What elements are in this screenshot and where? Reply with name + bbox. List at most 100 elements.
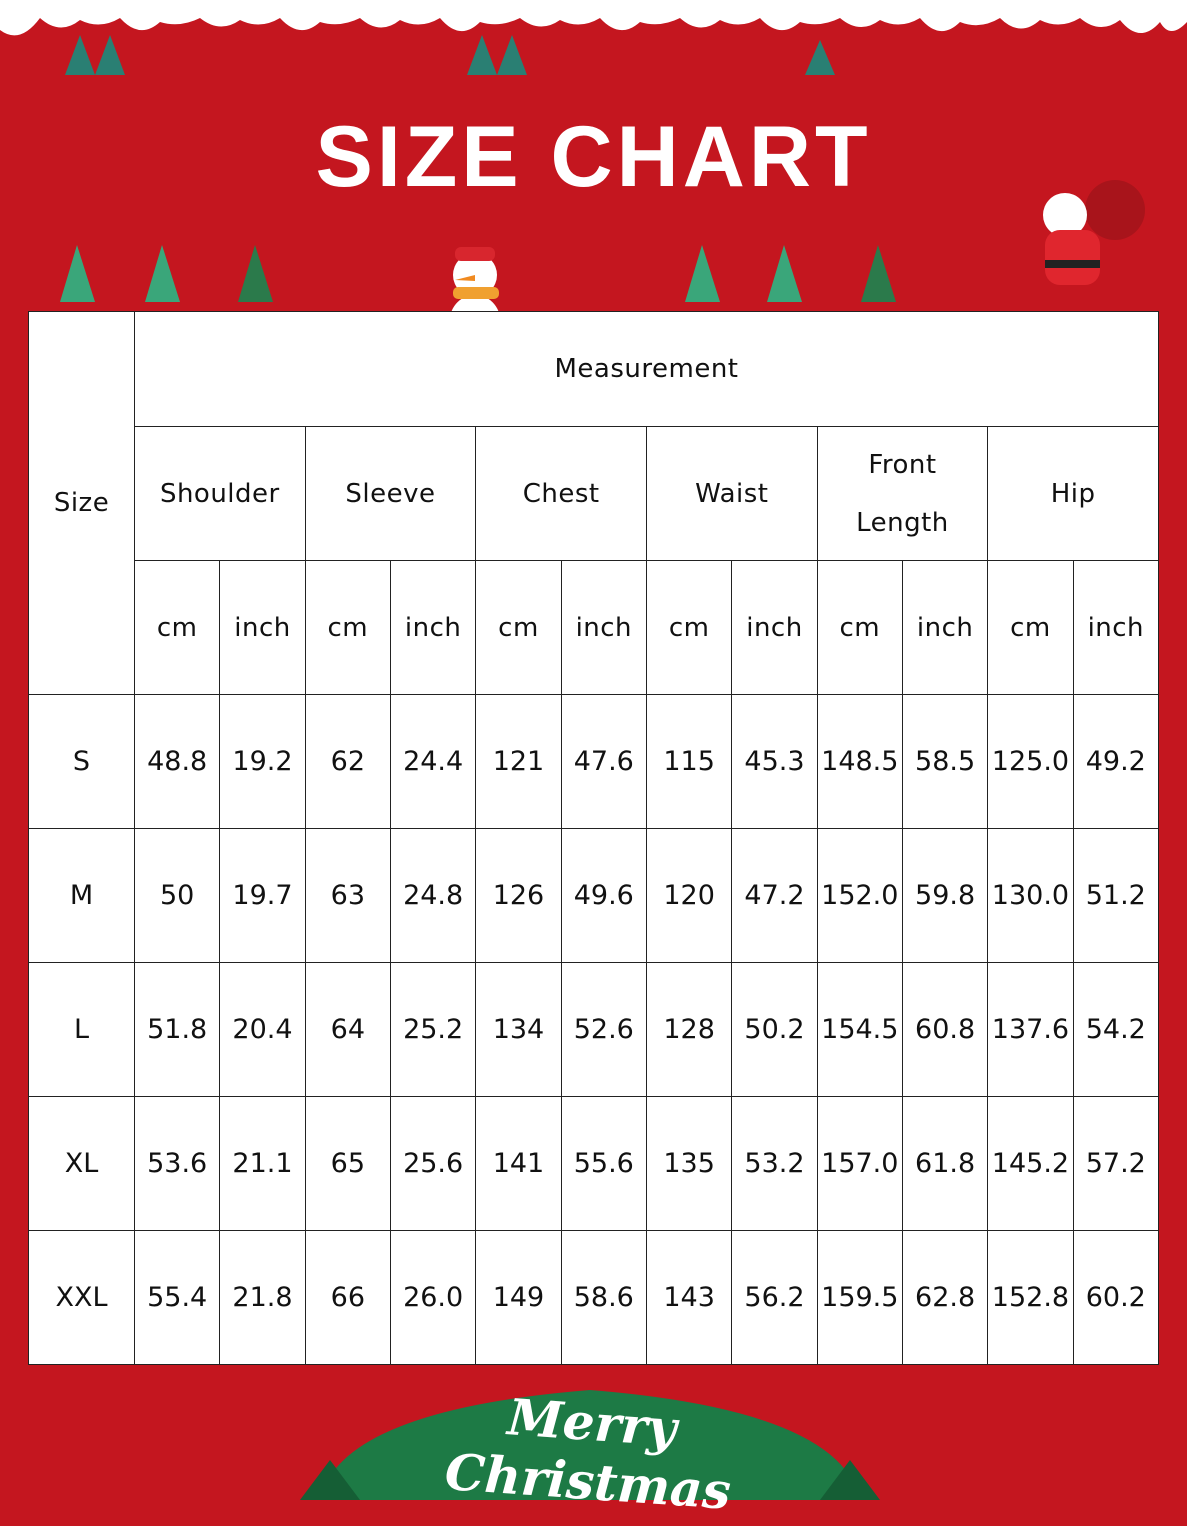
value-cell: 45.3 <box>731 694 818 829</box>
value-cell: 56.2 <box>731 1230 818 1365</box>
value-cell: 52.6 <box>560 962 647 1097</box>
page-title: SIZE CHART <box>315 109 872 205</box>
value-cell: 50 <box>133 828 221 963</box>
value-cell: 21.1 <box>219 1096 306 1231</box>
trees-icon <box>65 35 125 75</box>
tree-icon <box>805 40 835 75</box>
value-cell: 59.8 <box>901 828 989 963</box>
value-cell: 24.4 <box>389 694 477 829</box>
table-row: M 50 19.7 63 24.8 126 49.6 120 47.2 152.0 59.8 130.… <box>28 828 1160 963</box>
value-cell: 25.2 <box>389 962 477 1097</box>
measure-header: Front Length <box>816 426 989 561</box>
value-cell: 57.2 <box>1072 1096 1160 1231</box>
value-cell: 47.2 <box>731 828 818 963</box>
value-cell: 66 <box>304 1230 391 1365</box>
unit-header-inch: inch <box>560 560 647 695</box>
value-cell: 60.2 <box>1072 1230 1160 1365</box>
unit-header-inch: inch <box>731 560 818 695</box>
table-row: L 51.8 20.4 64 25.2 134 52.6 128 50.2 154.5 60.8 13… <box>28 962 1160 1097</box>
unit-header-inch: inch <box>389 560 477 695</box>
value-cell: 49.2 <box>1072 694 1160 829</box>
value-cell: 143 <box>645 1230 733 1365</box>
unit-header-cm: cm <box>475 560 562 695</box>
value-cell: 60.8 <box>901 962 989 1097</box>
unit-header-cm: cm <box>133 560 221 695</box>
table-row: XL 53.6 21.1 65 25.6 141 55.6 135 53.2 157.0 61.8 1… <box>28 1096 1160 1231</box>
value-cell: 25.6 <box>389 1096 477 1231</box>
measurement-header: Measurement <box>134 311 1159 427</box>
merry-christmas-banner <box>300 1390 880 1500</box>
value-cell: 58.5 <box>901 694 989 829</box>
value-cell: 63 <box>304 828 391 963</box>
size-label: S <box>28 694 135 829</box>
value-cell: 65 <box>304 1096 391 1231</box>
size-label: XXL <box>28 1230 135 1365</box>
value-cell: 152.0 <box>816 828 903 963</box>
value-cell: 121 <box>475 694 562 829</box>
value-cell: 21.8 <box>219 1230 306 1365</box>
unit-header-cm: cm <box>645 560 733 695</box>
value-cell: 135 <box>645 1096 733 1231</box>
value-cell: 61.8 <box>901 1096 989 1231</box>
value-cell: 141 <box>475 1096 562 1231</box>
value-cell: 26.0 <box>389 1230 477 1365</box>
snow-drip-border <box>0 0 1187 36</box>
value-cell: 58.6 <box>560 1230 647 1365</box>
value-cell: 152.8 <box>987 1230 1074 1365</box>
size-header: Size <box>28 311 135 695</box>
value-cell: 20.4 <box>219 962 306 1097</box>
measure-header: Chest <box>475 426 647 561</box>
value-cell: 120 <box>645 828 733 963</box>
value-cell: 50.2 <box>731 962 818 1097</box>
value-cell: 128 <box>645 962 733 1097</box>
size-chart-table: Size Measurement Shoulder Sleeve Chest Waist F… <box>28 311 1160 1365</box>
measure-header: Waist <box>645 426 818 561</box>
value-cell: 137.6 <box>987 962 1074 1097</box>
santa-icon <box>1043 180 1145 285</box>
value-cell: 115 <box>645 694 733 829</box>
value-cell: 47.6 <box>560 694 647 829</box>
unit-header-cm: cm <box>987 560 1074 695</box>
value-cell: 24.8 <box>389 828 477 963</box>
trees-icon <box>467 35 527 75</box>
value-cell: 19.7 <box>219 828 306 963</box>
value-cell: 125.0 <box>987 694 1074 829</box>
trees-left-icon <box>60 245 273 302</box>
value-cell: 130.0 <box>987 828 1074 963</box>
value-cell: 62 <box>304 694 391 829</box>
unit-header-cm: cm <box>816 560 903 695</box>
value-cell: 126 <box>475 828 562 963</box>
trees-right-icon <box>685 245 896 302</box>
size-label: XL <box>28 1096 135 1231</box>
table-row: XXL 55.4 21.8 66 26.0 149 58.6 143 56.2 159.5 62.8… <box>28 1230 1160 1365</box>
measure-header: Shoulder <box>134 426 306 561</box>
value-cell: 134 <box>475 962 562 1097</box>
value-cell: 154.5 <box>816 962 903 1097</box>
value-cell: 19.2 <box>219 694 306 829</box>
value-cell: 149 <box>475 1230 562 1365</box>
value-cell: 157.0 <box>816 1096 903 1231</box>
value-cell: 51.8 <box>133 962 221 1097</box>
unit-header-inch: inch <box>1072 560 1160 695</box>
table-row: S 48.8 19.2 62 24.4 121 47.6 115 45.3 148.5 58.5 12… <box>28 694 1160 829</box>
measure-header: Hip <box>987 426 1159 561</box>
value-cell: 48.8 <box>133 694 221 829</box>
value-cell: 53.6 <box>133 1096 221 1231</box>
value-cell: 145.2 <box>987 1096 1074 1231</box>
size-label: M <box>28 828 135 963</box>
value-cell: 55.4 <box>133 1230 221 1365</box>
size-label: L <box>28 962 135 1097</box>
value-cell: 49.6 <box>560 828 647 963</box>
value-cell: 148.5 <box>816 694 903 829</box>
value-cell: 51.2 <box>1072 828 1160 963</box>
unit-header-cm: cm <box>304 560 391 695</box>
value-cell: 62.8 <box>901 1230 989 1365</box>
unit-header-inch: inch <box>219 560 306 695</box>
value-cell: 55.6 <box>560 1096 647 1231</box>
value-cell: 53.2 <box>731 1096 818 1231</box>
value-cell: 159.5 <box>816 1230 903 1365</box>
value-cell: 64 <box>304 962 391 1097</box>
measure-header: Sleeve <box>304 426 477 561</box>
value-cell: 54.2 <box>1072 962 1160 1097</box>
unit-header-inch: inch <box>901 560 989 695</box>
